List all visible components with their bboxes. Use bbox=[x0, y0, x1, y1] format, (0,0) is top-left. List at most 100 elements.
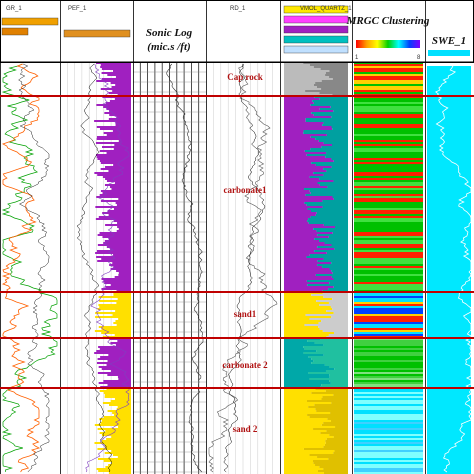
litho bbox=[284, 366, 330, 368]
cluster bbox=[354, 352, 423, 354]
cluster bbox=[354, 440, 423, 442]
zone-label: carbonate 2 bbox=[222, 360, 268, 370]
litho bbox=[284, 132, 304, 134]
cluster bbox=[354, 208, 423, 210]
fill bbox=[103, 132, 131, 134]
litho bbox=[284, 194, 306, 196]
fill bbox=[98, 346, 131, 348]
litho bbox=[309, 416, 348, 418]
cluster bbox=[354, 230, 423, 232]
litho bbox=[284, 206, 323, 208]
cluster bbox=[354, 318, 423, 320]
fill bbox=[105, 430, 131, 432]
litho bbox=[323, 296, 348, 298]
fill bbox=[116, 204, 131, 206]
zone-label: carbonate1 bbox=[224, 185, 267, 195]
cluster bbox=[354, 110, 423, 112]
litho bbox=[304, 202, 348, 204]
litho bbox=[333, 286, 348, 288]
cluster bbox=[354, 136, 423, 138]
cluster bbox=[354, 316, 423, 318]
litho bbox=[313, 228, 348, 230]
scale-label: 1 bbox=[355, 55, 359, 61]
litho bbox=[325, 74, 348, 76]
litho bbox=[284, 418, 328, 420]
fill bbox=[96, 250, 131, 252]
litho bbox=[284, 428, 314, 430]
litho bbox=[284, 460, 313, 462]
litho bbox=[284, 390, 326, 392]
litho bbox=[319, 466, 348, 468]
litho bbox=[333, 160, 348, 162]
litho bbox=[284, 452, 334, 454]
litho bbox=[317, 456, 348, 458]
cluster bbox=[354, 400, 423, 402]
fill bbox=[97, 260, 131, 262]
litho bbox=[284, 288, 329, 290]
fill bbox=[113, 220, 131, 222]
cluster bbox=[354, 68, 423, 70]
litho bbox=[284, 202, 305, 204]
fill bbox=[111, 462, 131, 464]
cluster bbox=[354, 164, 423, 166]
cluster bbox=[354, 106, 423, 108]
litho bbox=[333, 332, 348, 334]
litho bbox=[284, 434, 330, 436]
cluster bbox=[354, 90, 423, 92]
fill bbox=[110, 370, 131, 372]
litho bbox=[332, 196, 348, 198]
cluster bbox=[354, 372, 423, 374]
litho bbox=[321, 146, 348, 148]
cluster bbox=[354, 152, 423, 154]
fill bbox=[95, 316, 131, 318]
fill bbox=[111, 86, 131, 88]
fill bbox=[95, 206, 131, 208]
cluster bbox=[354, 146, 423, 148]
litho bbox=[284, 314, 306, 316]
litho bbox=[319, 304, 348, 306]
fill bbox=[95, 142, 131, 144]
litho bbox=[284, 80, 322, 82]
fill bbox=[95, 252, 131, 254]
litho bbox=[330, 306, 348, 308]
litho bbox=[308, 218, 348, 220]
cluster bbox=[354, 464, 423, 466]
fill bbox=[101, 68, 131, 70]
litho bbox=[319, 328, 348, 330]
litho bbox=[284, 378, 310, 380]
cluster bbox=[354, 462, 423, 464]
cluster bbox=[354, 112, 423, 114]
litho bbox=[284, 318, 310, 320]
fill bbox=[105, 466, 131, 468]
litho bbox=[322, 330, 348, 332]
fill bbox=[116, 230, 131, 232]
curve bbox=[223, 63, 266, 473]
fill bbox=[94, 352, 131, 354]
litho bbox=[284, 220, 308, 222]
cluster bbox=[354, 154, 423, 156]
litho bbox=[284, 312, 334, 314]
litho bbox=[284, 112, 312, 114]
fill bbox=[95, 312, 131, 314]
cluster bbox=[354, 268, 423, 270]
litho bbox=[310, 136, 348, 138]
cluster bbox=[354, 418, 423, 420]
fill bbox=[100, 422, 131, 424]
litho bbox=[332, 144, 348, 146]
litho bbox=[326, 430, 348, 432]
track-header: SWE_1 bbox=[432, 35, 466, 47]
cluster bbox=[354, 204, 423, 206]
fill bbox=[97, 244, 131, 246]
litho bbox=[284, 352, 304, 354]
cluster bbox=[354, 246, 423, 248]
litho bbox=[318, 322, 348, 324]
fill bbox=[99, 432, 131, 434]
cluster bbox=[354, 376, 423, 378]
fill bbox=[105, 178, 131, 180]
fill bbox=[102, 146, 131, 148]
litho bbox=[284, 284, 308, 286]
litho bbox=[334, 450, 348, 452]
cluster bbox=[354, 138, 423, 140]
cluster bbox=[354, 374, 423, 376]
